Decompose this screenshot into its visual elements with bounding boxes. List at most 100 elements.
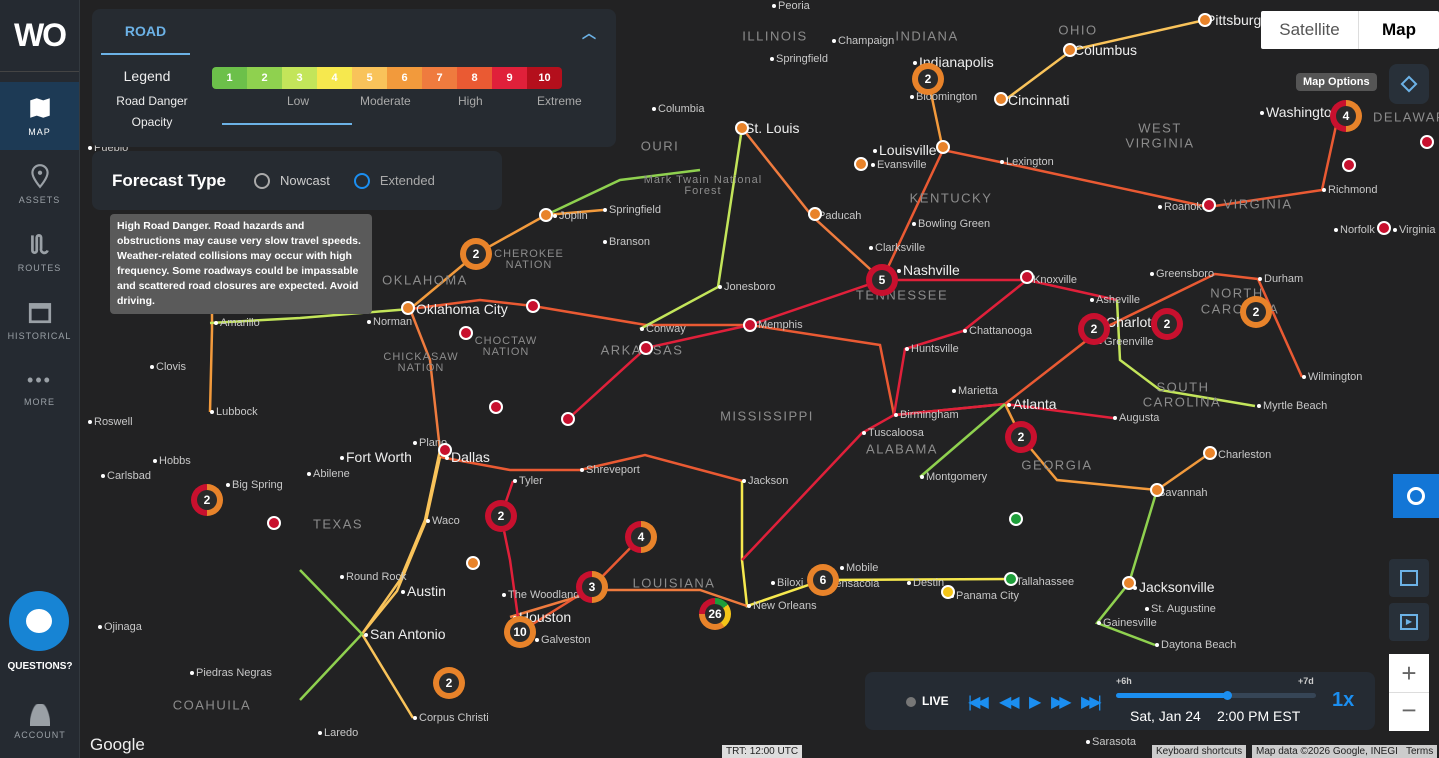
sidebar-item-label: ASSETS [18,195,61,205]
scale-level-3[interactable]: 3 [282,67,317,89]
extended-radio[interactable] [353,172,370,189]
cluster-marker[interactable]: 2 [191,484,223,516]
calendar-icon [28,303,51,324]
zoom-search-button[interactable] [1393,474,1439,518]
zoom-out-button[interactable]: − [1389,692,1429,730]
alert-marker[interactable] [526,299,540,313]
alert-marker[interactable] [1420,135,1434,149]
sidebar-item-routes[interactable]: ROUTES [0,218,79,286]
cluster-marker[interactable]: 2 [1005,421,1037,453]
alert-marker[interactable] [936,140,950,154]
alert-marker[interactable] [489,400,503,414]
cluster-marker[interactable]: 2 [1151,308,1183,340]
alert-marker[interactable] [994,92,1008,106]
alert-marker[interactable] [854,157,868,171]
cluster-marker[interactable]: 2 [433,667,465,699]
cluster-count: 2 [197,490,217,510]
sidebar-item-historical[interactable]: HISTORICAL [0,286,79,354]
zoom-in-button[interactable]: + [1401,658,1417,688]
alert-marker[interactable] [735,121,749,135]
cluster-marker[interactable]: 2 [485,500,517,532]
collapse-chevron-icon[interactable]: ︿ [582,25,596,41]
scale-level-7[interactable]: 7 [422,67,457,89]
city-label: Daytona Beach [1155,639,1236,651]
cluster-marker[interactable]: 3 [576,571,608,603]
rewind-button[interactable]: ◀◀ [999,694,1020,711]
satellite-button[interactable]: Satellite [1261,11,1359,49]
table-button[interactable] [1389,559,1429,597]
alert-marker[interactable] [267,516,281,530]
cluster-marker[interactable]: 5 [866,264,898,296]
city-label: New Orleans [747,600,817,612]
cluster-marker[interactable]: 4 [1330,100,1362,132]
city-label: Roanoke [1158,201,1208,213]
scale-level-5[interactable]: 5 [352,67,387,89]
scale-level-1[interactable]: 1 [212,67,247,89]
city-label: Clarksville [869,242,925,254]
alert-marker[interactable] [639,341,653,355]
map-button[interactable]: Map [1382,20,1416,39]
skip-start-button[interactable]: |◀◀ [968,694,989,711]
skip-end-button[interactable]: ▶▶| [1081,694,1102,711]
live-button[interactable]: LIVE [922,694,949,708]
scale-level-2[interactable]: 2 [247,67,282,89]
alert-marker[interactable] [1203,446,1217,460]
alert-marker[interactable] [1122,576,1136,590]
alert-marker[interactable] [1063,43,1077,57]
timeline-slider[interactable] [1116,691,1316,700]
alert-marker[interactable] [539,208,553,222]
alert-marker[interactable] [438,443,452,457]
alert-marker[interactable] [1202,198,1216,212]
alert-marker[interactable] [1150,483,1164,497]
alert-marker[interactable] [808,207,822,221]
questions-button[interactable] [9,591,69,651]
nowcast-radio[interactable] [254,172,271,189]
city-label: Oklahoma City [410,301,508,317]
fast-forward-button[interactable]: ▶▶ [1051,694,1072,711]
opacity-slider[interactable] [222,123,352,125]
alert-marker[interactable] [561,412,575,426]
alert-marker[interactable] [1004,572,1018,586]
play-panel-button[interactable]: ▶ [1389,603,1429,641]
alert-marker[interactable] [941,585,955,599]
legend-label: Legend [123,68,171,84]
cluster-count: 2 [918,69,938,89]
cluster-marker[interactable]: 2 [1078,313,1110,345]
scale-level-8[interactable]: 8 [457,67,492,89]
alert-marker[interactable] [1009,512,1023,526]
alert-marker[interactable] [1377,221,1391,235]
alert-marker[interactable] [1198,13,1212,27]
city-label: Pittsburgh [1200,12,1269,28]
keyboard-shortcuts-link[interactable]: Keyboard shortcuts [1152,745,1247,758]
tab-road[interactable]: ROAD [101,19,190,55]
play-button[interactable]: ▶ [1029,694,1041,711]
cluster-marker[interactable]: 2 [1240,296,1272,328]
sidebar-item-more[interactable]: ••• MORE [0,354,79,422]
map-options-button[interactable] [1389,64,1429,104]
cluster-marker[interactable]: 4 [625,521,657,553]
alert-marker[interactable] [1342,158,1356,172]
sidebar-item-assets[interactable]: ASSETS [0,150,79,218]
cluster-marker[interactable]: 2 [460,238,492,270]
terms-link[interactable]: Terms [1402,745,1438,758]
city-label: The Woodlands [502,589,585,601]
cluster-marker[interactable]: 10 [504,616,536,648]
alert-marker[interactable] [459,326,473,340]
alert-marker[interactable] [743,318,757,332]
scale-level-6[interactable]: 6 [387,67,422,89]
scale-level-9[interactable]: 9 [492,67,527,89]
map-canvas[interactable]: ILLINOIS INDIANA OHIO WEST VIRGINIA VIRGINIA K… [80,0,1439,758]
alert-marker[interactable] [401,301,415,315]
account-button[interactable]: ACCOUNT [0,704,80,740]
sidebar-item-map[interactable]: MAP [0,82,79,150]
timeline-handle[interactable] [1223,691,1232,700]
sidebar-item-label: HISTORICAL [7,331,72,341]
cluster-marker[interactable]: 26 [699,598,731,630]
cluster-marker[interactable]: 2 [912,63,944,95]
cluster-marker[interactable]: 6 [807,564,839,596]
scale-level-4[interactable]: 4 [317,67,352,89]
alert-marker[interactable] [1020,270,1034,284]
scale-level-10[interactable]: 10 [527,67,562,89]
alert-marker[interactable] [466,556,480,570]
speed-button[interactable]: 1x [1332,689,1355,711]
